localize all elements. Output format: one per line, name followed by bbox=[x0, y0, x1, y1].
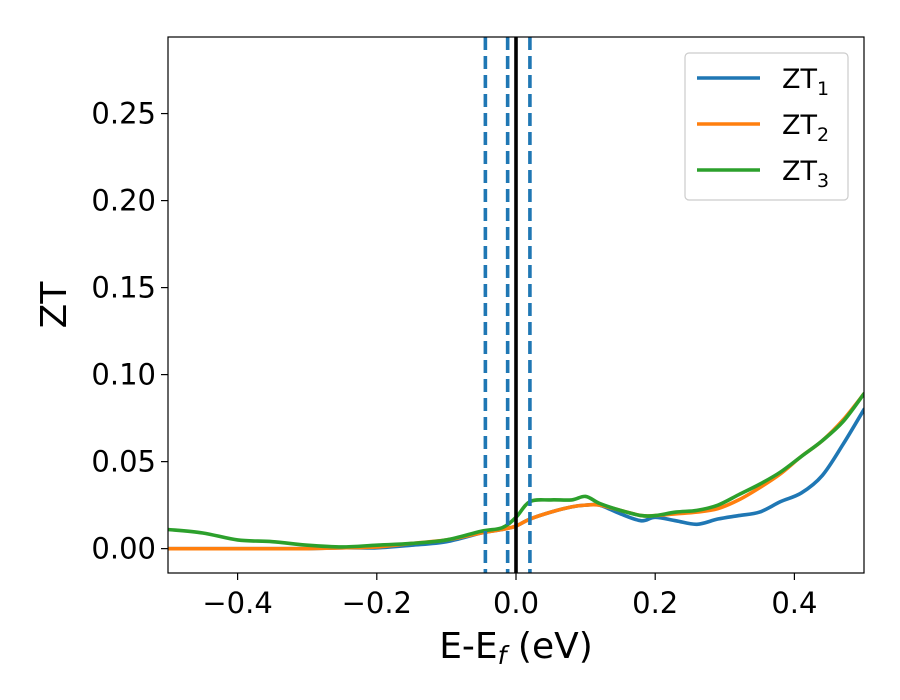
series-line-zt3 bbox=[168, 391, 864, 549]
y-tick-label: 0.15 bbox=[91, 271, 156, 305]
y-tick-label: 0.00 bbox=[91, 532, 156, 566]
x-tick-label: 0.0 bbox=[493, 586, 539, 620]
y-axis-label: ZT bbox=[34, 281, 75, 329]
legend-label-zt1: ZT1 bbox=[782, 64, 829, 100]
x-tick-label: 0.2 bbox=[632, 586, 678, 620]
x-tick-label: −0.4 bbox=[202, 586, 272, 620]
y-tick-label: 0.25 bbox=[91, 97, 156, 131]
lines-layer bbox=[168, 391, 864, 551]
vlines-layer bbox=[483, 37, 532, 573]
y-tick-label: 0.20 bbox=[91, 184, 156, 218]
y-tick-label: 0.05 bbox=[91, 445, 156, 479]
legend: ZT1 ZT2 ZT3 bbox=[684, 52, 849, 201]
x-tick-label: −0.2 bbox=[342, 586, 412, 620]
y-tick-label: 0.10 bbox=[91, 358, 156, 392]
x-axis-label: E-Ef (eV) bbox=[439, 626, 593, 670]
ticks-layer: −0.4 −0.2 0.0 0.2 0.4 0.00 0.05 0.10 0.15 0.20 0.2… bbox=[91, 97, 817, 620]
legend-label-zt3: ZT3 bbox=[782, 156, 829, 192]
x-tick-label: 0.4 bbox=[771, 586, 817, 620]
legend-label-zt2: ZT2 bbox=[782, 110, 829, 146]
legend-box bbox=[684, 52, 849, 201]
